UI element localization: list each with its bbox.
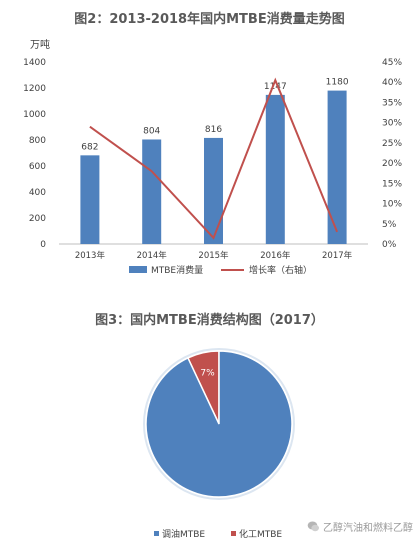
watermark: 乙醇汽油和燃料乙醇 [307, 519, 413, 534]
x-axis-tick-label: 2016年 [260, 250, 291, 261]
right-axis-tick-label: 30% [382, 119, 402, 129]
chart1-legend: MTBE消费量 增长率（右轴） [129, 264, 312, 276]
x-axis-tick-label: 2017年 [322, 250, 353, 261]
left-axis-tick-label: 400 [29, 188, 46, 198]
right-axis-tick-label: 35% [382, 98, 402, 108]
legend-swatch-tiaoyou [154, 531, 159, 536]
x-axis-tick-label: 2015年 [198, 250, 229, 261]
consumption-bar [327, 90, 347, 244]
legend-bar-swatch [129, 266, 147, 273]
right-axis-tick-label: 25% [382, 139, 402, 149]
consumption-bar [142, 139, 162, 244]
watermark-text: 乙醇汽油和燃料乙醇 [323, 523, 413, 534]
consumption-bar [204, 137, 223, 244]
right-axis-tick-label: 0% [382, 240, 397, 250]
x-axis-tick-label: 2013年 [75, 250, 106, 261]
bar-data-label: 682 [81, 142, 98, 152]
pie-outer-ring [143, 348, 295, 500]
legend-swatch-huagong [231, 531, 236, 536]
wechat-icon [307, 521, 319, 532]
right-axis-tick-label: 20% [382, 159, 402, 169]
left-axis-tick-label: 0 [40, 240, 46, 250]
bar-data-label: 1147 [264, 82, 287, 92]
left-axis-tick-label: 200 [29, 214, 46, 224]
pie-data-label: 93% [221, 505, 241, 515]
chart2-legend: 调油MTBE 化工MTBE [154, 528, 282, 540]
chart1-unit-label: 万吨 [30, 40, 50, 51]
bar-data-label: 816 [205, 125, 222, 135]
chart2-title: 图3：国内MTBE消费结构图（2017） [95, 313, 324, 328]
pie-slice-0 [145, 350, 293, 498]
chart1-title: 图2：2013-2018年国内MTBE消费量走势图 [74, 12, 345, 27]
pie-data-label: 7% [200, 369, 215, 379]
consumption-bar [265, 94, 285, 244]
left-axis-tick-label: 1000 [23, 110, 46, 120]
legend-bar-label: MTBE消费量 [151, 264, 203, 276]
right-axis-tick-label: 5% [382, 220, 397, 230]
left-axis-tick-label: 1200 [23, 84, 46, 94]
legend-label-tiaoyou: 调油MTBE [162, 528, 205, 540]
legend-line-label: 增长率（右轴） [249, 264, 312, 276]
legend-label-huagong: 化工MTBE [239, 528, 282, 540]
right-axis-tick-label: 15% [382, 179, 402, 189]
left-axis-tick-label: 1400 [23, 58, 46, 68]
right-axis-tick-label: 10% [382, 200, 402, 210]
left-axis-tick-label: 600 [29, 162, 46, 172]
consumption-combo-chart: 0 200 400 600 800 1000 1200 1400 0% 5% 10% 15% 20% 2… [23, 58, 402, 276]
consumption-bar [80, 155, 100, 244]
growth-rate-line [89, 77, 339, 240]
bar-data-label: 1180 [326, 78, 349, 88]
right-axis-tick-label: 45% [382, 58, 402, 68]
right-axis-tick-label: 40% [382, 78, 402, 88]
bar-data-label: 804 [143, 126, 160, 136]
left-axis-tick-label: 800 [29, 136, 46, 146]
x-axis-tick-label: 2014年 [137, 250, 168, 261]
